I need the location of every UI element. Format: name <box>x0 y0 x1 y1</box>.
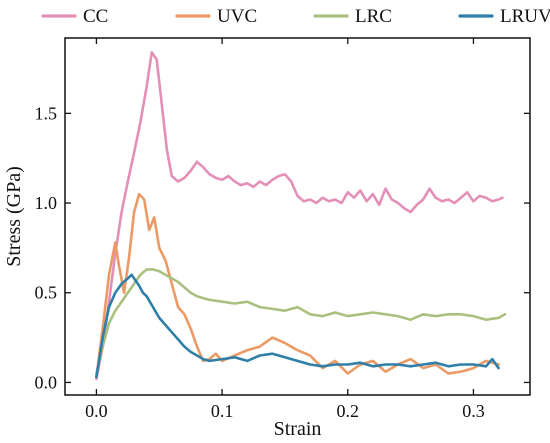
y-axis-label: Stress (GPa) <box>3 166 25 267</box>
series-line-uvc <box>95 192 500 379</box>
y-tick-label: 1.0 <box>35 193 58 213</box>
x-tick-label: 0.1 <box>211 401 234 421</box>
y-tick-label: 0.5 <box>35 283 58 303</box>
series-line-lrc <box>95 268 507 375</box>
x-axis-label: Strain <box>274 418 322 438</box>
x-tick-label: 0.0 <box>85 401 108 421</box>
legend-label-cc: CC <box>83 6 108 27</box>
y-tick-label: 1.5 <box>35 103 58 123</box>
legend-label-lrc: LRC <box>355 6 392 27</box>
x-tick-label: 0.3 <box>462 401 485 421</box>
series-line-cc <box>95 51 504 381</box>
legend-label-lruvc: LRUVC <box>500 6 550 27</box>
legend-label-uvc: UVC <box>217 6 257 27</box>
plot-frame <box>64 37 531 396</box>
x-tick-label: 0.2 <box>337 401 360 421</box>
series-line-lruvc <box>95 273 500 379</box>
y-tick-label: 0.0 <box>35 372 58 392</box>
